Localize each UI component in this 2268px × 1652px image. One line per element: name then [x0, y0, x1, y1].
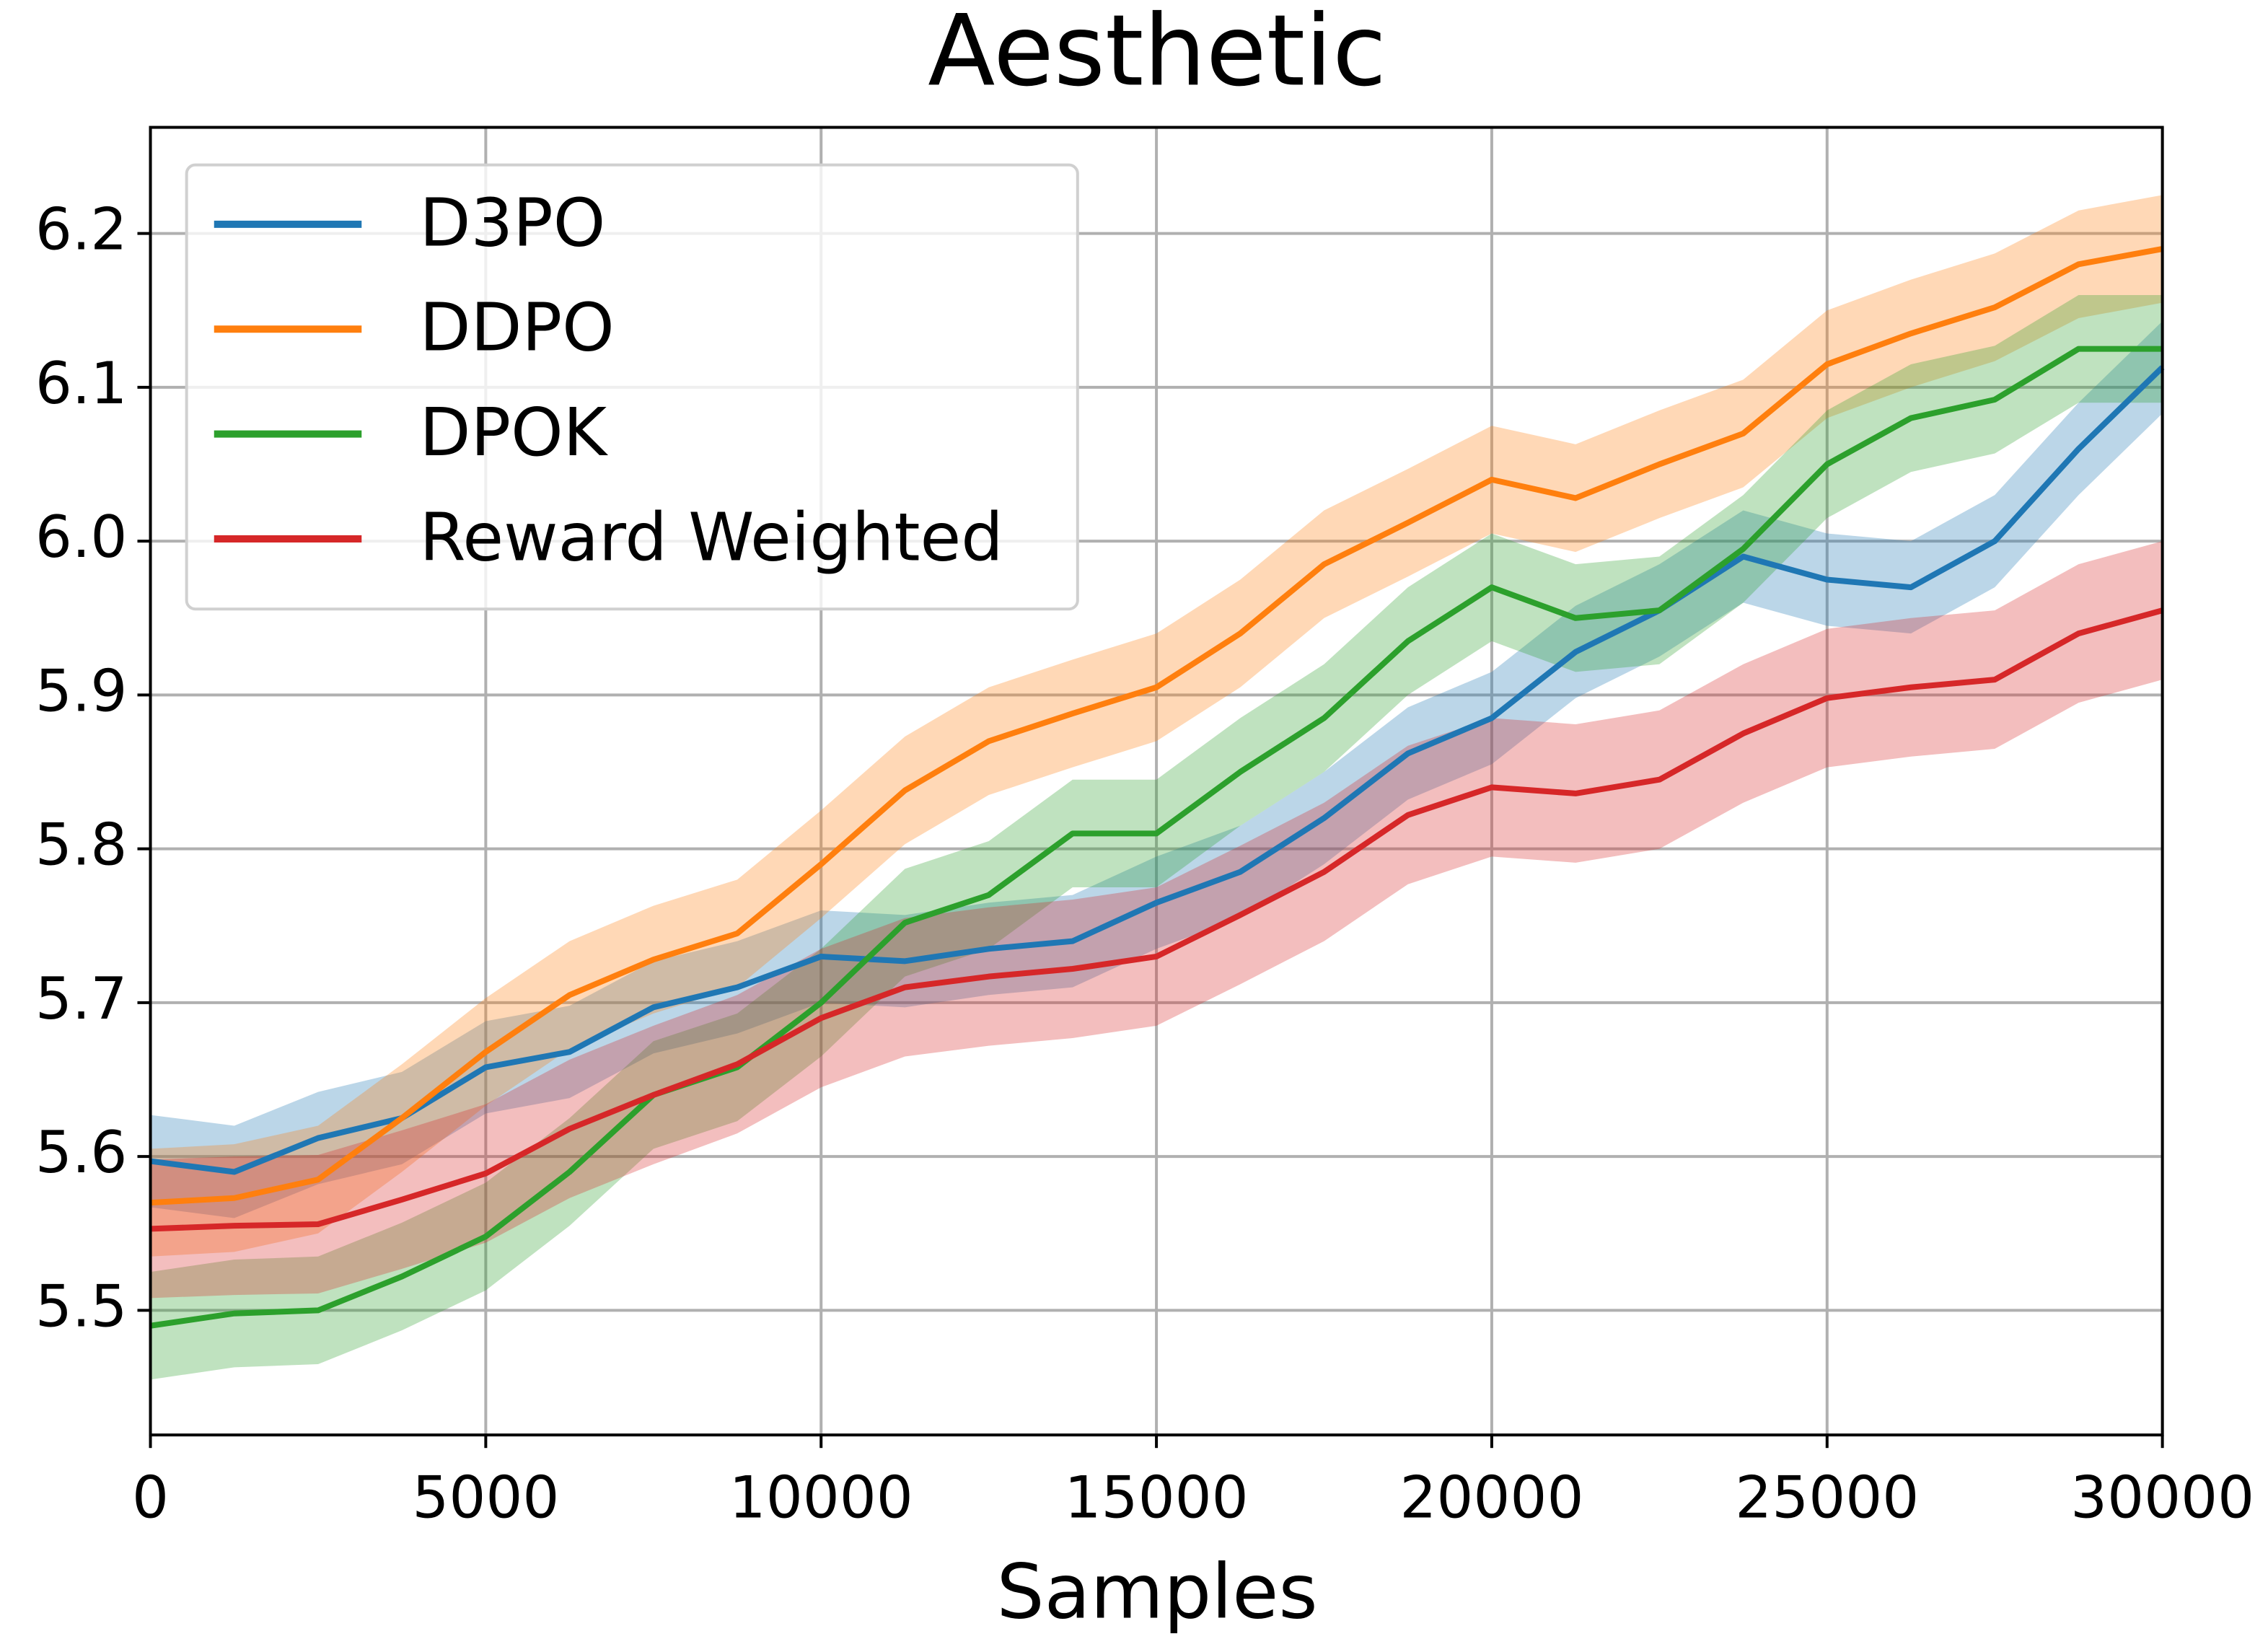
y-tick-label: 5.7 [35, 965, 128, 1032]
legend-label: DDPO [419, 289, 614, 366]
y-tick-label: 6.0 [35, 504, 128, 571]
x-tick-label: 25000 [1735, 1464, 1919, 1531]
x-axis-label: Samples [996, 1548, 1317, 1636]
legend-label: DPOK [419, 393, 608, 471]
y-tick-label: 5.8 [35, 812, 128, 879]
error-band [150, 321, 2163, 1218]
x-tick-label: 15000 [1065, 1464, 1249, 1531]
legend-label: D3PO [419, 183, 605, 261]
y-tick-label: 5.5 [35, 1273, 128, 1340]
x-tick-label: 0 [132, 1464, 169, 1531]
series-line [150, 246, 2163, 1206]
error-band [150, 294, 2163, 1380]
legend-box [185, 163, 1079, 611]
plot-frame [149, 126, 2164, 1437]
x-tick-label: 10000 [729, 1464, 913, 1531]
y-tick-label: 6.2 [35, 196, 128, 263]
x-tick-label: 5000 [412, 1464, 559, 1531]
error-band [150, 195, 2163, 1257]
error-band [150, 541, 2163, 1299]
series-line [150, 365, 2165, 1175]
chart-title: Aesthetic [928, 0, 1386, 108]
series-line [150, 607, 2163, 1232]
y-tick-label: 6.1 [35, 350, 128, 417]
x-tick-label: 20000 [1399, 1464, 1583, 1531]
y-tick-label: 5.6 [35, 1119, 128, 1186]
y-tick-label: 5.9 [35, 657, 128, 724]
series-line [149, 346, 2163, 1329]
x-tick-label: 30000 [2070, 1464, 2254, 1531]
legend-label: Reward Weighted [419, 498, 1003, 576]
